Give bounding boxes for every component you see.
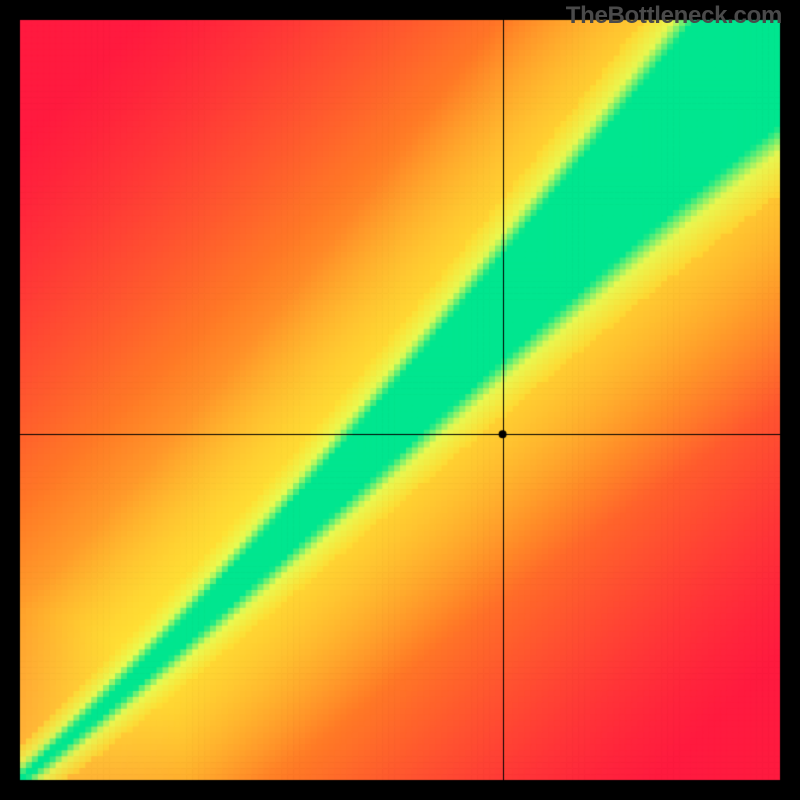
bottleneck-heatmap-canvas	[0, 0, 800, 800]
chart-container: TheBottleneck.com	[0, 0, 800, 800]
